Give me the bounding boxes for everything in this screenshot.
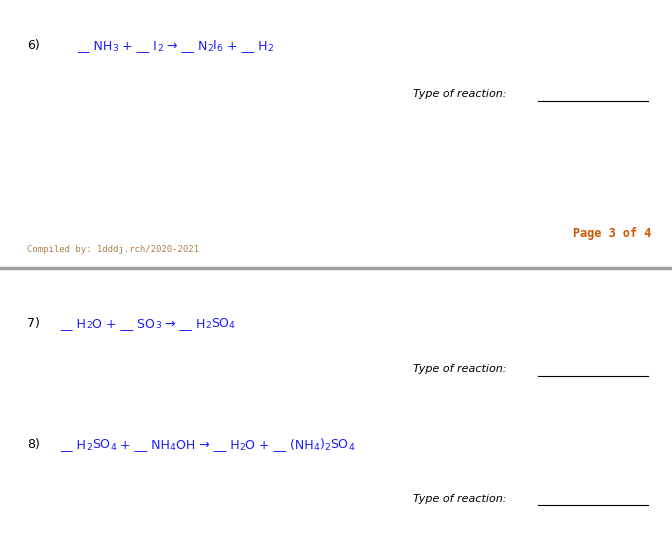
Text: 4: 4: [110, 443, 116, 452]
Text: Type of reaction:: Type of reaction:: [413, 89, 510, 99]
Text: 4: 4: [314, 443, 320, 452]
Text: Page 3 of 4: Page 3 of 4: [573, 227, 652, 240]
Text: Type of reaction:: Type of reaction:: [413, 494, 510, 503]
Text: SO: SO: [211, 317, 229, 330]
Text: 3: 3: [112, 44, 118, 53]
Text: Type of reaction:: Type of reaction:: [413, 364, 510, 374]
Text: __ H: __ H: [60, 438, 87, 451]
Text: + __ H: + __ H: [222, 39, 267, 52]
Text: 2: 2: [239, 443, 245, 452]
Text: 3: 3: [155, 321, 161, 330]
Text: __ H: __ H: [60, 317, 87, 330]
Text: 7): 7): [27, 317, 40, 330]
Text: 2: 2: [205, 321, 211, 330]
Text: 8): 8): [27, 438, 40, 451]
Text: 2: 2: [87, 443, 92, 452]
Text: + __ I: + __ I: [118, 39, 157, 52]
Text: 6): 6): [27, 39, 40, 52]
Text: + __ NH: + __ NH: [116, 438, 170, 451]
Text: 2: 2: [87, 321, 92, 330]
Text: → __ N: → __ N: [163, 39, 207, 52]
Text: 2: 2: [267, 44, 273, 53]
Text: 4: 4: [229, 321, 235, 330]
Text: I: I: [213, 39, 217, 52]
Text: 2: 2: [207, 44, 213, 53]
Text: 2: 2: [325, 443, 331, 452]
Text: SO: SO: [331, 438, 348, 451]
Text: SO: SO: [92, 438, 110, 451]
Text: 4: 4: [170, 443, 176, 452]
Text: __ NH: __ NH: [77, 39, 112, 52]
Text: → __ H: → __ H: [161, 317, 205, 330]
Text: 2: 2: [157, 44, 163, 53]
Text: ): ): [320, 438, 325, 451]
Text: 4: 4: [348, 443, 354, 452]
Text: OH → __ H: OH → __ H: [176, 438, 239, 451]
Text: 6: 6: [217, 44, 222, 53]
Text: O + __ (NH: O + __ (NH: [245, 438, 314, 451]
Text: O + __ SO: O + __ SO: [92, 317, 155, 330]
Text: Compiled by: 1dddj.rch/2020-2021: Compiled by: 1dddj.rch/2020-2021: [27, 245, 199, 254]
